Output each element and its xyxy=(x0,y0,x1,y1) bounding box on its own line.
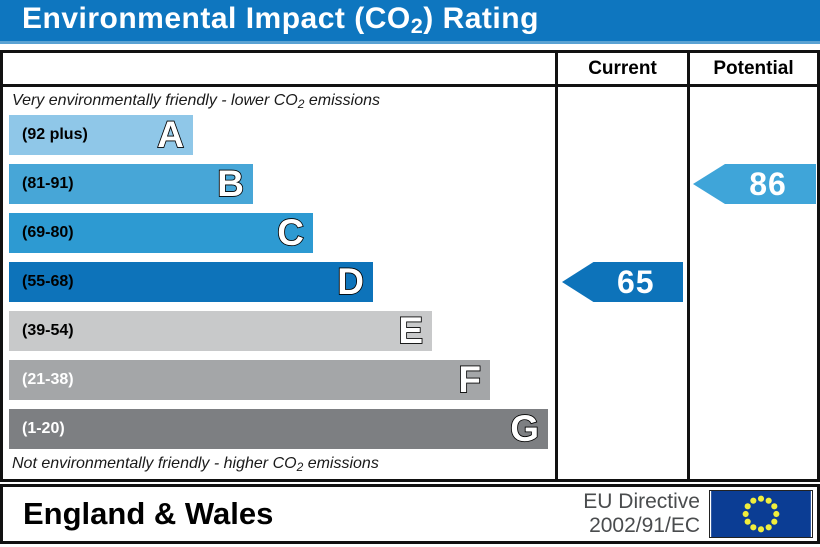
page-title: Environmental Impact (CO2) Rating xyxy=(22,2,539,38)
potential-rating-arrow: 86 xyxy=(693,164,816,204)
band-range-label: (81-91) xyxy=(22,175,74,192)
band-letter: C xyxy=(276,212,304,253)
band-row-e: (39-54) E xyxy=(9,311,432,351)
footer-bar: England & Wales EU Directive 2002/91/EC xyxy=(0,484,820,544)
band-letter: A xyxy=(156,114,184,155)
band-range-label: (1-20) xyxy=(22,420,65,437)
band-letter: D xyxy=(336,261,364,302)
table-body: Very environmentally friendly - lower CO… xyxy=(3,87,817,479)
band-letter: E xyxy=(397,310,423,351)
band-row-f: (21-38) F xyxy=(9,360,490,400)
rating-bands: (92 plus) A (81-91) B (69-80) C (55-68) … xyxy=(9,115,555,449)
band-letter: B xyxy=(216,163,244,204)
header-cell-current: Current xyxy=(555,53,687,84)
header-cell-empty xyxy=(3,53,555,84)
eu-directive-label: EU Directive 2002/91/EC xyxy=(583,490,700,537)
band-range-label: (39-54) xyxy=(22,322,74,339)
band-range-label: (92 plus) xyxy=(22,126,88,143)
region-label: England & Wales xyxy=(23,496,274,531)
band-range-label: (69-80) xyxy=(22,224,74,241)
rating-table: Current Potential Very environmentally f… xyxy=(0,50,820,482)
band-row-b: (81-91) B xyxy=(9,164,253,204)
bands-column: Very environmentally friendly - lower CO… xyxy=(3,87,555,479)
current-rating-arrow: 65 xyxy=(562,262,683,302)
band-row-d: (55-68) D xyxy=(9,262,373,302)
band-range-label: (21-38) xyxy=(22,371,74,388)
band-row-a: (92 plus) A xyxy=(9,115,193,155)
band-row-c: (69-80) C xyxy=(9,213,313,253)
band-letter: F xyxy=(458,359,482,400)
potential-rating-value: 86 xyxy=(749,165,787,202)
band-range-label: (55-68) xyxy=(22,273,74,290)
potential-column: 86 xyxy=(687,87,817,479)
band-row-g: (1-20) G xyxy=(9,409,548,449)
note-bottom: Not environmentally friendly - higher CO… xyxy=(12,455,379,474)
eu-flag xyxy=(709,490,813,538)
current-column: 65 xyxy=(555,87,687,479)
band-letter: G xyxy=(509,408,539,449)
header-cell-potential: Potential xyxy=(687,53,817,84)
note-top: Very environmentally friendly - lower CO… xyxy=(12,92,380,111)
current-rating-value: 65 xyxy=(617,263,655,300)
title-bar: Environmental Impact (CO2) Rating xyxy=(0,0,820,44)
table-header-row: Current Potential xyxy=(3,53,817,87)
